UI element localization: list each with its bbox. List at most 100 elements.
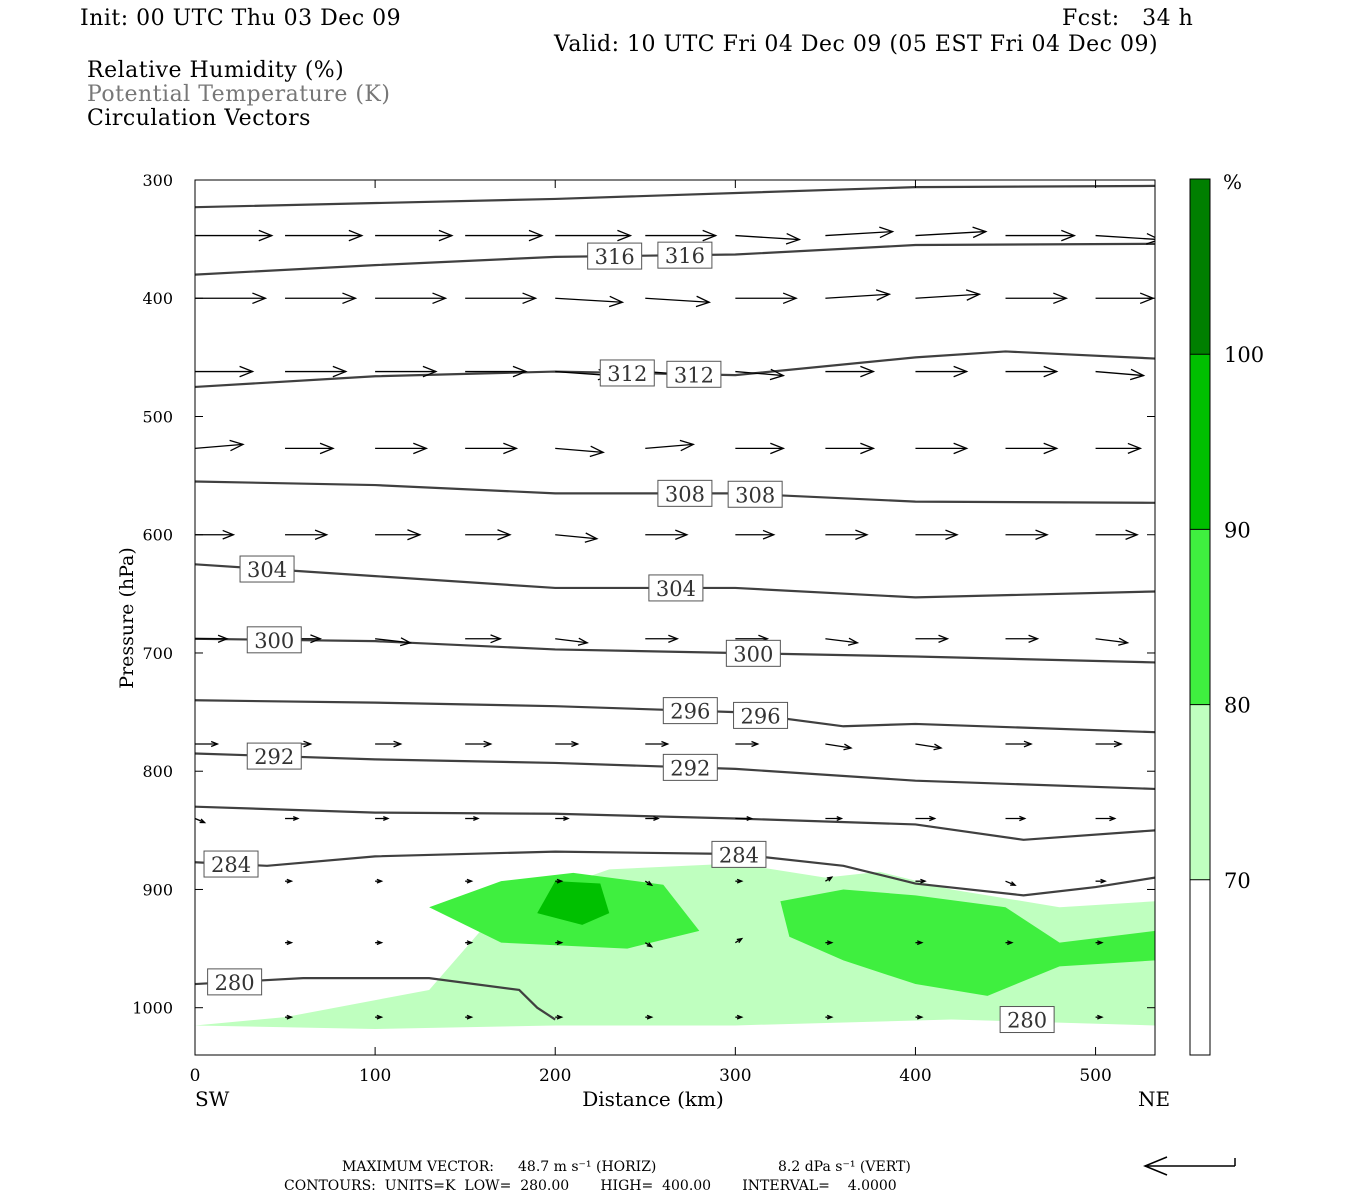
circulation-vector	[465, 816, 480, 821]
circulation-vector	[645, 816, 660, 821]
circulation-vector	[825, 743, 853, 751]
colorbar-swatch	[1190, 529, 1210, 705]
x-tick-label: 500	[1079, 1066, 1111, 1086]
max-vector-label: MAXIMUM VECTOR:	[342, 1159, 494, 1175]
circulation-vector	[735, 816, 754, 821]
y-tick-label: 300	[142, 171, 173, 190]
circulation-vector	[375, 365, 438, 378]
circulation-vector	[644, 880, 654, 887]
circulation-vector	[555, 816, 570, 821]
circulation-vector	[555, 878, 564, 884]
theta-label-308: 308	[727, 480, 783, 508]
circulation-vector	[1095, 815, 1117, 822]
circulation-vector	[915, 1014, 924, 1020]
y-tick-label: 600	[142, 526, 173, 545]
circulation-vector	[465, 940, 474, 946]
x-axis-title: Distance (km)	[582, 1087, 724, 1111]
circulation-vector	[285, 529, 329, 540]
theta-contour-304	[195, 563, 1155, 599]
circulation-vector	[465, 878, 474, 884]
circulation-vector	[915, 878, 927, 884]
circulation-vector	[285, 816, 300, 821]
circulation-vector	[375, 292, 448, 305]
svg-text:316: 316	[665, 244, 705, 268]
circulation-vector	[644, 942, 654, 948]
valid-time: Valid: 10 UTC Fri 04 Dec 09 (05 EST Fri …	[554, 32, 1159, 57]
circulation-vector	[915, 226, 988, 239]
circulation-vector	[645, 634, 680, 643]
circulation-vector	[915, 442, 969, 455]
circulation-vector	[1005, 880, 1017, 886]
colorbar-swatch	[1190, 879, 1210, 1055]
y-tick-label: 700	[142, 644, 173, 663]
x-tick-label: 400	[899, 1066, 931, 1086]
colorbar-label: 100	[1224, 343, 1264, 367]
colorbar-label: 70	[1224, 869, 1251, 893]
circulation-vector	[915, 634, 950, 643]
colorbar-label: 90	[1224, 518, 1251, 542]
theta-contour-300	[195, 637, 1155, 664]
circulation-vector	[555, 532, 599, 543]
circulation-vector	[645, 740, 670, 748]
circulation-vector	[825, 876, 834, 882]
y-tick-label: 400	[142, 289, 173, 308]
circulation-vector	[1095, 529, 1139, 540]
theta-label-304: 304	[648, 574, 704, 602]
field-vectors-label: Circulation Vectors	[87, 106, 311, 131]
x-tick-label: 0	[190, 1066, 201, 1086]
max-vector-horiz: 48.7 m s⁻¹ (HORIZ)	[518, 1159, 656, 1175]
circulation-vector	[825, 816, 844, 821]
circulation-vector	[1005, 815, 1027, 822]
circulation-vector	[1005, 740, 1033, 748]
circulation-vector	[465, 442, 519, 455]
x-tick-label: 100	[359, 1066, 391, 1086]
theta-contour-284	[195, 850, 1155, 897]
svg-text:300: 300	[733, 642, 773, 666]
x-tick-label: 300	[719, 1066, 751, 1086]
theta-contour-308	[195, 480, 1155, 504]
circulation-vector	[735, 232, 802, 245]
field-theta-label: Potential Temperature (K)	[87, 82, 391, 107]
plot-frame	[194, 179, 1156, 1056]
circulation-vector	[825, 226, 895, 239]
svg-text:316: 316	[595, 245, 635, 269]
circulation-vector	[285, 878, 294, 884]
circulation-vector	[645, 529, 689, 540]
circulation-vector	[1005, 292, 1069, 305]
theta-label-308: 308	[657, 479, 713, 507]
theta-label-284: 284	[711, 840, 767, 868]
theta-label-312: 312	[666, 360, 722, 388]
circulation-vector	[735, 1014, 744, 1020]
theta-label-312: 312	[599, 359, 655, 387]
theta-label-316: 316	[587, 242, 643, 270]
max-vector-vert: 8.2 dPa s⁻¹ (VERT)	[778, 1159, 911, 1175]
svg-text:280: 280	[215, 971, 255, 995]
circulation-vector	[1095, 940, 1104, 946]
svg-text:292: 292	[254, 745, 294, 769]
circulation-vector	[465, 229, 544, 242]
colorbar-swatch	[1190, 704, 1210, 880]
circulation-vector	[825, 529, 869, 540]
theta-contour-280	[195, 977, 556, 1021]
circulation-vector	[1005, 365, 1059, 378]
y-tick-label: 900	[142, 880, 173, 899]
theta-label-292: 292	[662, 753, 718, 781]
contour-info: CONTOURS: UNITS=K LOW= 280.00 HIGH= 400.…	[284, 1178, 897, 1194]
circulation-vector	[555, 445, 605, 458]
x-right-label: NE	[1138, 1087, 1170, 1111]
theta-label-304: 304	[239, 555, 295, 583]
forecast-hour: Fcst: 34 h	[1062, 6, 1194, 31]
circulation-vector	[735, 529, 776, 540]
axis-layer: 300 400 500 600 700 800 900 1000 0 100 200 300 400 50…	[132, 171, 1155, 1086]
circulation-vector	[735, 292, 798, 305]
theta-label-280: 280	[207, 968, 263, 996]
field-rh-label: Relative Humidity (%)	[87, 58, 345, 83]
circulation-vector	[285, 292, 358, 305]
circulation-vector	[285, 365, 348, 378]
circulation-vector	[195, 817, 207, 824]
circulation-vector	[375, 229, 454, 242]
rh-fill-layer	[195, 863, 1155, 1029]
circulation-vector	[555, 740, 580, 748]
colorbar-swatch	[1190, 179, 1210, 355]
